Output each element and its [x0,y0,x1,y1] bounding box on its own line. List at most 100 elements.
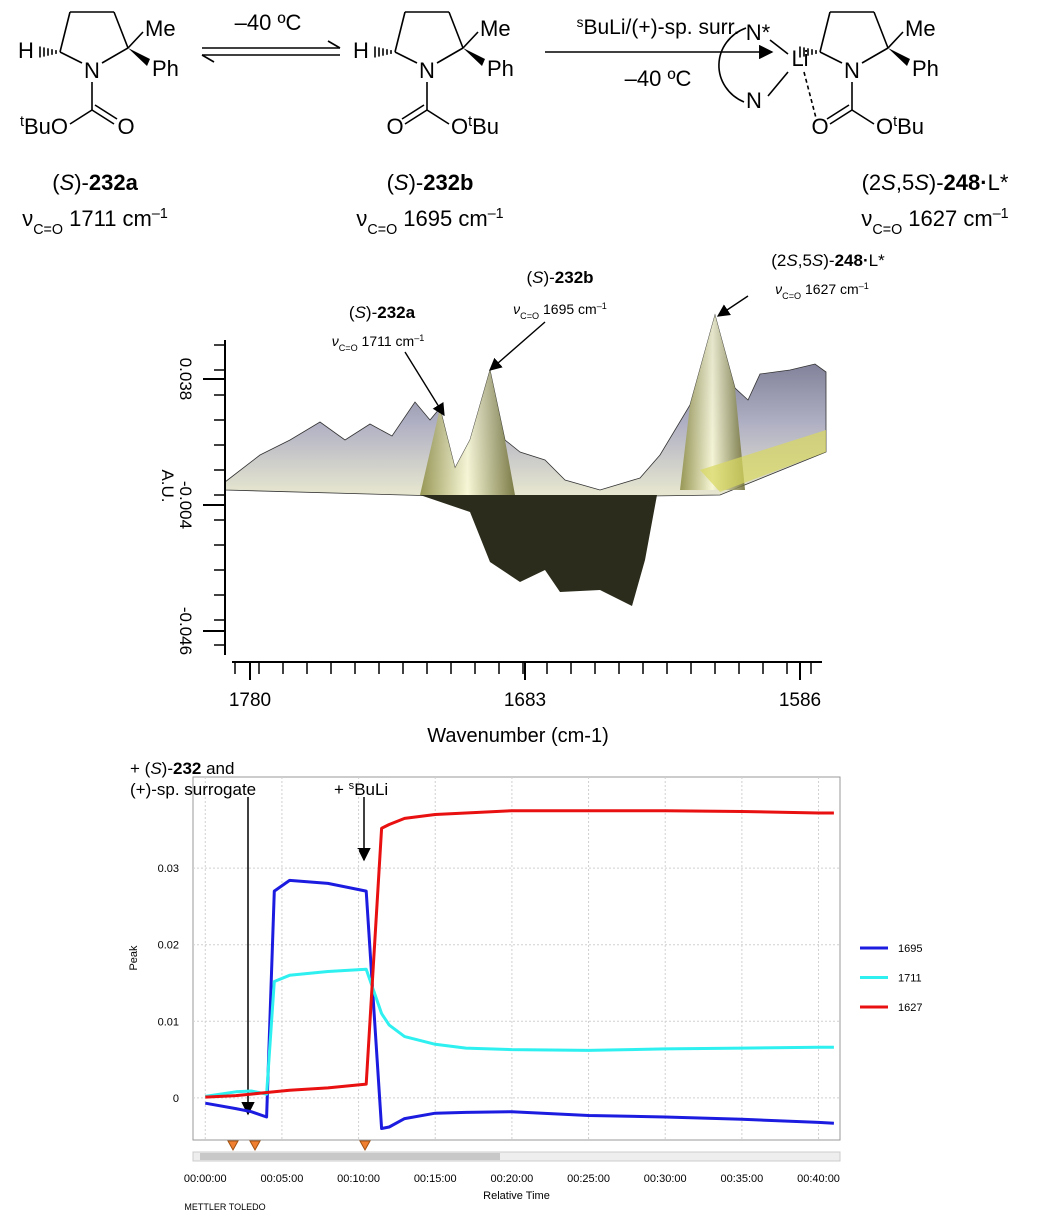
atom-label: N [844,58,860,83]
ir-annotation-part: ( [526,268,532,287]
x-tick-label: 00:00:00 [184,1173,227,1185]
atom-label: Ph [152,56,179,81]
ir-y-tick-label: 0.038 [176,358,195,401]
compound-label-part: )- [74,170,89,195]
bond [394,51,418,64]
ir-annotation-part: ν [513,301,520,317]
atom-label: N [746,88,762,113]
compound-ir-part: ν [356,206,367,231]
ir-annotation-part: S [355,303,367,322]
ir-annotation-part: )- [543,268,554,287]
compound-ir-part: ν [861,206,872,231]
compound-ir: νC=O 1711 cm–1 [22,206,168,238]
series-line [205,809,834,1099]
y-axis-label: Peak [128,945,140,971]
atom-label: O [811,114,828,139]
compound-ir-part: –1 [488,206,504,222]
annotation: + (S)-232 and [130,759,234,778]
bond [436,47,464,64]
compound-ir-part: C=O [872,222,902,238]
annotation-part: (+)-sp. surrogate [130,780,256,799]
annotation-part: and [201,759,234,778]
ir-x-tick-label: 1683 [504,690,546,711]
ligand-arc [718,27,747,103]
compound-ir-part: C=O [33,222,63,238]
ir-annotation-part: 1695 cm [539,301,597,317]
bond [404,109,428,125]
ir-x-label: Wavenumber (cm-1) [427,725,609,747]
atom-label: H [353,38,369,63]
compound-label-part: S [881,170,896,195]
annotation-part: )- [162,759,173,778]
x-tick-label: 00:20:00 [490,1173,533,1185]
ir-annotation-part: S [812,251,824,270]
plot-frame [192,776,841,1141]
compound-label: (2S,5S)-248·L* [862,170,1009,195]
atom-label: Me [145,16,176,41]
annotation-part: + ( [130,759,151,778]
ir-annotation-part: C=O [339,343,358,353]
bond [819,11,831,53]
bond [59,11,71,53]
arrow-condition-part: BuLi/(+)-sp. surr. [584,16,740,39]
ir-annotation-part: C=O [782,291,801,301]
ir-annotation-part: )- [366,303,377,322]
atom-label-part: Bu [472,114,499,139]
annotation: + sBuLi [334,780,388,799]
annotation-part: 232 [173,759,201,778]
atom-label: H [18,38,34,63]
ir-annotation-part: –1 [859,281,869,291]
compound-label-part: ( [52,170,60,195]
bond [873,11,889,49]
x-tick-label: 00:10:00 [337,1173,380,1185]
ir-peak-highlight [680,315,745,490]
event-marker [359,1140,371,1152]
bond [819,51,843,64]
compound-label-part: 248 [944,170,981,195]
atom-label-part: O [876,114,893,139]
ir-annotation: νC=O 1711 cm–1 [332,333,425,353]
annotation-part: s [349,780,355,792]
bond [59,51,83,64]
ir-annotation: νC=O 1627 cm–1 [775,281,869,301]
bond [462,31,479,49]
atom-label: Me [480,16,511,41]
compound-label-part: )- [929,170,944,195]
atom-label: N* [746,20,771,45]
wedge-bond [463,48,485,66]
ir-annotation-part: –1 [414,333,424,343]
bond [69,109,93,125]
annotation: (+)-sp. surrogate [130,780,256,799]
atom-label: Li [791,46,808,71]
compound-ir-part: –1 [152,206,168,222]
event-marker [249,1140,261,1152]
annotation-part: BuLi [354,780,388,799]
compound-ir-part: ν [22,206,33,231]
ir-peak-highlight [420,370,515,495]
compound-label-part: S [914,170,929,195]
ir-annotation-part: S [532,268,544,287]
legend-label: 1711 [898,973,922,985]
ir-annotation-part: 232a [377,303,415,322]
compound-ir-part: –1 [993,206,1009,222]
atom-label: Ph [912,56,939,81]
arrow-condition-part: s [577,15,584,30]
y-tick-label: 0.01 [158,1016,179,1028]
atom-label: OtBu [876,114,924,139]
atom-label: OtBu [451,114,499,139]
x-tick-label: 00:15:00 [414,1173,457,1185]
ir-negative-surface [420,495,657,606]
atom-label: N [84,58,100,83]
ir-annotation-part: 232b [555,268,594,287]
compound-label: (S)-232b [387,170,474,195]
compound-label-part: · [980,170,987,195]
compound-label-part: ( [387,170,395,195]
ir-annotation-arrow [716,295,749,317]
ir-annotation: (S)-232b [526,268,593,287]
legend-label: 1695 [898,943,922,955]
compound-ir-part: 1695 cm [397,206,488,231]
atom-label-part: BuO [24,114,68,139]
bond [861,47,889,64]
